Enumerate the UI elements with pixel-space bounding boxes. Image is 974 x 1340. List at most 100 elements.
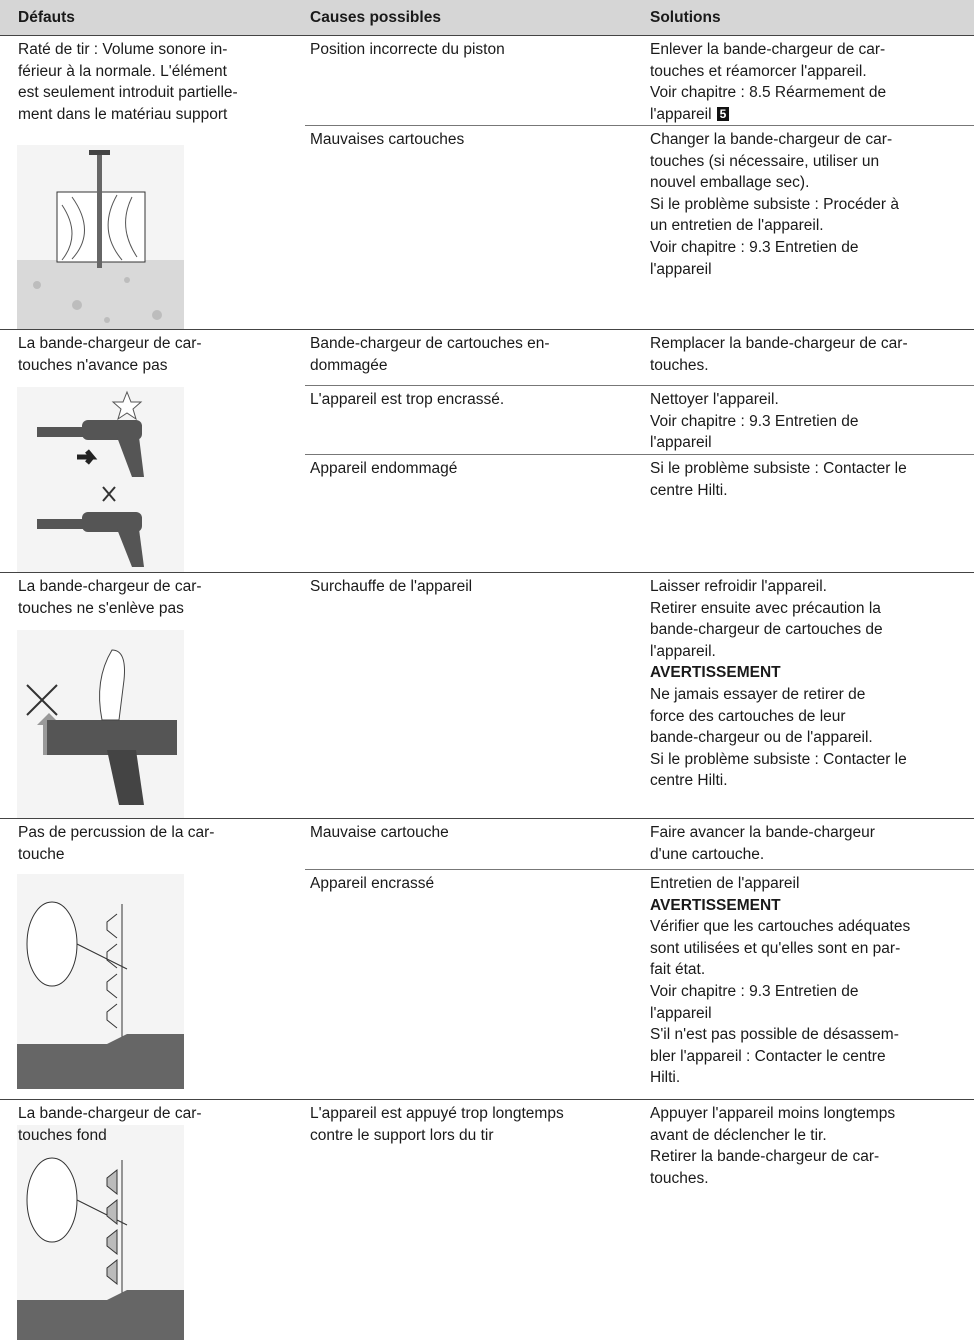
defect-line: La bande-chargeur de car- [18, 335, 202, 352]
header-bg [0, 0, 974, 36]
row-rule [0, 35, 974, 36]
row-rule [0, 818, 974, 819]
header-cell: Causes possibles [310, 9, 441, 26]
sub-rule [305, 125, 974, 126]
defect-cell: Pas de percussion de la car-touche [18, 822, 214, 865]
solution-line: Changer la bande-chargeur de car- [650, 131, 893, 148]
cause-line: Position incorrecte du piston [310, 41, 505, 58]
cause-line: Bande-chargeur de cartouches en- [310, 335, 550, 352]
defect-line: touche [18, 845, 65, 863]
cause-line: L'appareil est appuyé trop longtemps [310, 1105, 564, 1122]
cause-line: Appareil endommagé [310, 460, 458, 477]
solution-line: sont utilisées et qu'elles sont en par- [650, 939, 901, 957]
defect-line: est seulement introduit partielle- [18, 84, 238, 102]
row-rule [0, 572, 974, 573]
defect-line: touches ne s'enlève pas [18, 599, 184, 617]
solution-line: Retirer ensuite avec précaution la [650, 599, 881, 617]
cause-cell: Bande-chargeur de cartouches en-dommagée [310, 333, 550, 376]
warning: AVERTISSEMENT [650, 896, 781, 914]
figure-no-percussion [17, 874, 184, 1089]
cause-cell: Position incorrecte du piston [310, 39, 505, 61]
defect-line: ment dans le matériau support [18, 105, 228, 123]
solution-line: Voir chapitre : 9.3 Entretien de [650, 412, 859, 430]
cause-cell: L'appareil est appuyé trop longtemps cont… [310, 1103, 564, 1146]
sub-rule [305, 385, 974, 386]
solution-line: l'appareil [650, 434, 712, 452]
solution-cell: Nettoyer l'appareil. Voir chapitre : 9.3 … [650, 389, 859, 454]
defect-line: Raté de tir : Volume sonore in- [18, 41, 228, 58]
solution-line: nouvel emballage sec). [650, 174, 810, 192]
solution-line: bande-chargeur ou de l'appareil. [650, 729, 873, 747]
solution-line: centre Hilti. [650, 481, 728, 499]
solution-line: l'appareil [650, 260, 712, 278]
defect-line: Pas de percussion de la car- [18, 824, 215, 841]
solution-cell: Si le problème subsiste : Contacter le ce… [650, 458, 907, 501]
solution-line: Vérifier que les cartouches adéquates [650, 918, 911, 936]
cause-cell: Mauvaises cartouches [310, 129, 464, 151]
solution-cell: Entretien de l'appareil AVERTISSEMENT Véri… [650, 873, 910, 1089]
cause-line: L'appareil est trop encrassé. [310, 391, 505, 408]
cause-cell: Appareil encrassé [310, 873, 434, 895]
cause-line: contre le support lors du tir [310, 1126, 494, 1144]
defect-cell: La bande-chargeur de car-touches n'avanc… [18, 333, 202, 376]
solution-line: touches et réamorcer l'appareil. [650, 62, 867, 80]
solution-line: Appuyer l'appareil moins longtemps [650, 1105, 896, 1122]
row-rule [0, 1099, 974, 1100]
cause-line: Mauvaise cartouche [310, 824, 449, 841]
cause-cell: Appareil endommagé [310, 458, 457, 480]
defect-cell: La bande-chargeur de car-touches fond [18, 1103, 202, 1146]
solution-line: touches. [650, 356, 709, 374]
solution-line: Nettoyer l'appareil. [650, 391, 779, 408]
cause-cell: Surchauffe de l'appareil [310, 576, 472, 598]
solution-line: fait état. [650, 961, 706, 979]
cause-line: Mauvaises cartouches [310, 131, 465, 148]
solution-line: Voir chapitre : 8.5 Réarmement de [650, 84, 887, 102]
solution-line: Entretien de l'appareil [650, 875, 800, 892]
solution-line: centre Hilti. [650, 772, 728, 790]
solution-line: l'appareil 5 [650, 104, 886, 126]
solution-cell: Faire avancer la bande-chargeur d'une car… [650, 822, 875, 865]
solution-line: avant de déclencher le tir. [650, 1126, 827, 1144]
row-rule [0, 329, 974, 330]
solution-line: Si le problème subsiste : Procéder à [650, 195, 899, 213]
solution-line: Si le problème subsiste : Contacter le [650, 460, 907, 477]
solution-line: S'il n'est pas possible de désassem- [650, 1026, 899, 1044]
solution-line: Ne jamais essayer de retirer de [650, 685, 866, 703]
solution-line: Voir chapitre : 9.3 Entretien de [650, 238, 859, 256]
cause-cell: L'appareil est trop encrassé. [310, 389, 504, 411]
solution-line: bande-chargeur de cartouches de [650, 621, 883, 639]
cause-line: Surchauffe de l'appareil [310, 578, 473, 595]
defect-line: touches n'avance pas [18, 356, 168, 374]
cause-cell: Mauvaise cartouche [310, 822, 449, 844]
sub-rule [305, 454, 974, 455]
solution-line: bler l'appareil : Contacter le centre [650, 1047, 886, 1065]
solution-line: touches. [650, 1169, 709, 1187]
figure-badge: 5 [716, 106, 730, 121]
solution-line: un entretien de l'appareil. [650, 217, 824, 235]
defect-line: La bande-chargeur de car- [18, 578, 202, 595]
cause-line: Appareil encrassé [310, 875, 435, 892]
defect-cell: Raté de tir : Volume sonore in-férieur à… [18, 39, 238, 125]
figure-melt [17, 1125, 184, 1340]
solution-line: l'appareil. [650, 642, 716, 660]
solution-line: Retirer la bande-chargeur de car- [650, 1148, 880, 1166]
solution-line: Si le problème subsiste : Contacter le [650, 750, 907, 768]
defect-line: férieur à la normale. L'élément [18, 62, 227, 80]
solution-cell: Appuyer l'appareil moins longtemps avant … [650, 1103, 895, 1189]
solution-cell: Enlever la bande-chargeur de car-touches… [650, 39, 886, 125]
figure-remove [17, 630, 184, 819]
defect-line: La bande-chargeur de car- [18, 1105, 202, 1122]
solution-line: Hilti. [650, 1069, 681, 1087]
solution-line: d'une cartouche. [650, 845, 765, 863]
cause-line: dommagée [310, 356, 388, 374]
solution-line: Faire avancer la bande-chargeur [650, 824, 875, 841]
header-cell: Solutions [650, 9, 721, 26]
warning: AVERTISSEMENT [650, 664, 781, 682]
solution-line: touches (si nécessaire, utiliser un [650, 152, 880, 170]
figure-advance [17, 387, 184, 573]
defect-cell: La bande-chargeur de car-touches ne s'en… [18, 576, 202, 619]
solution-line: force des cartouches de leur [650, 707, 846, 725]
solution-line: Voir chapitre : 9.3 Entretien de [650, 982, 859, 1000]
solution-line: Laisser refroidir l'appareil. [650, 578, 827, 595]
